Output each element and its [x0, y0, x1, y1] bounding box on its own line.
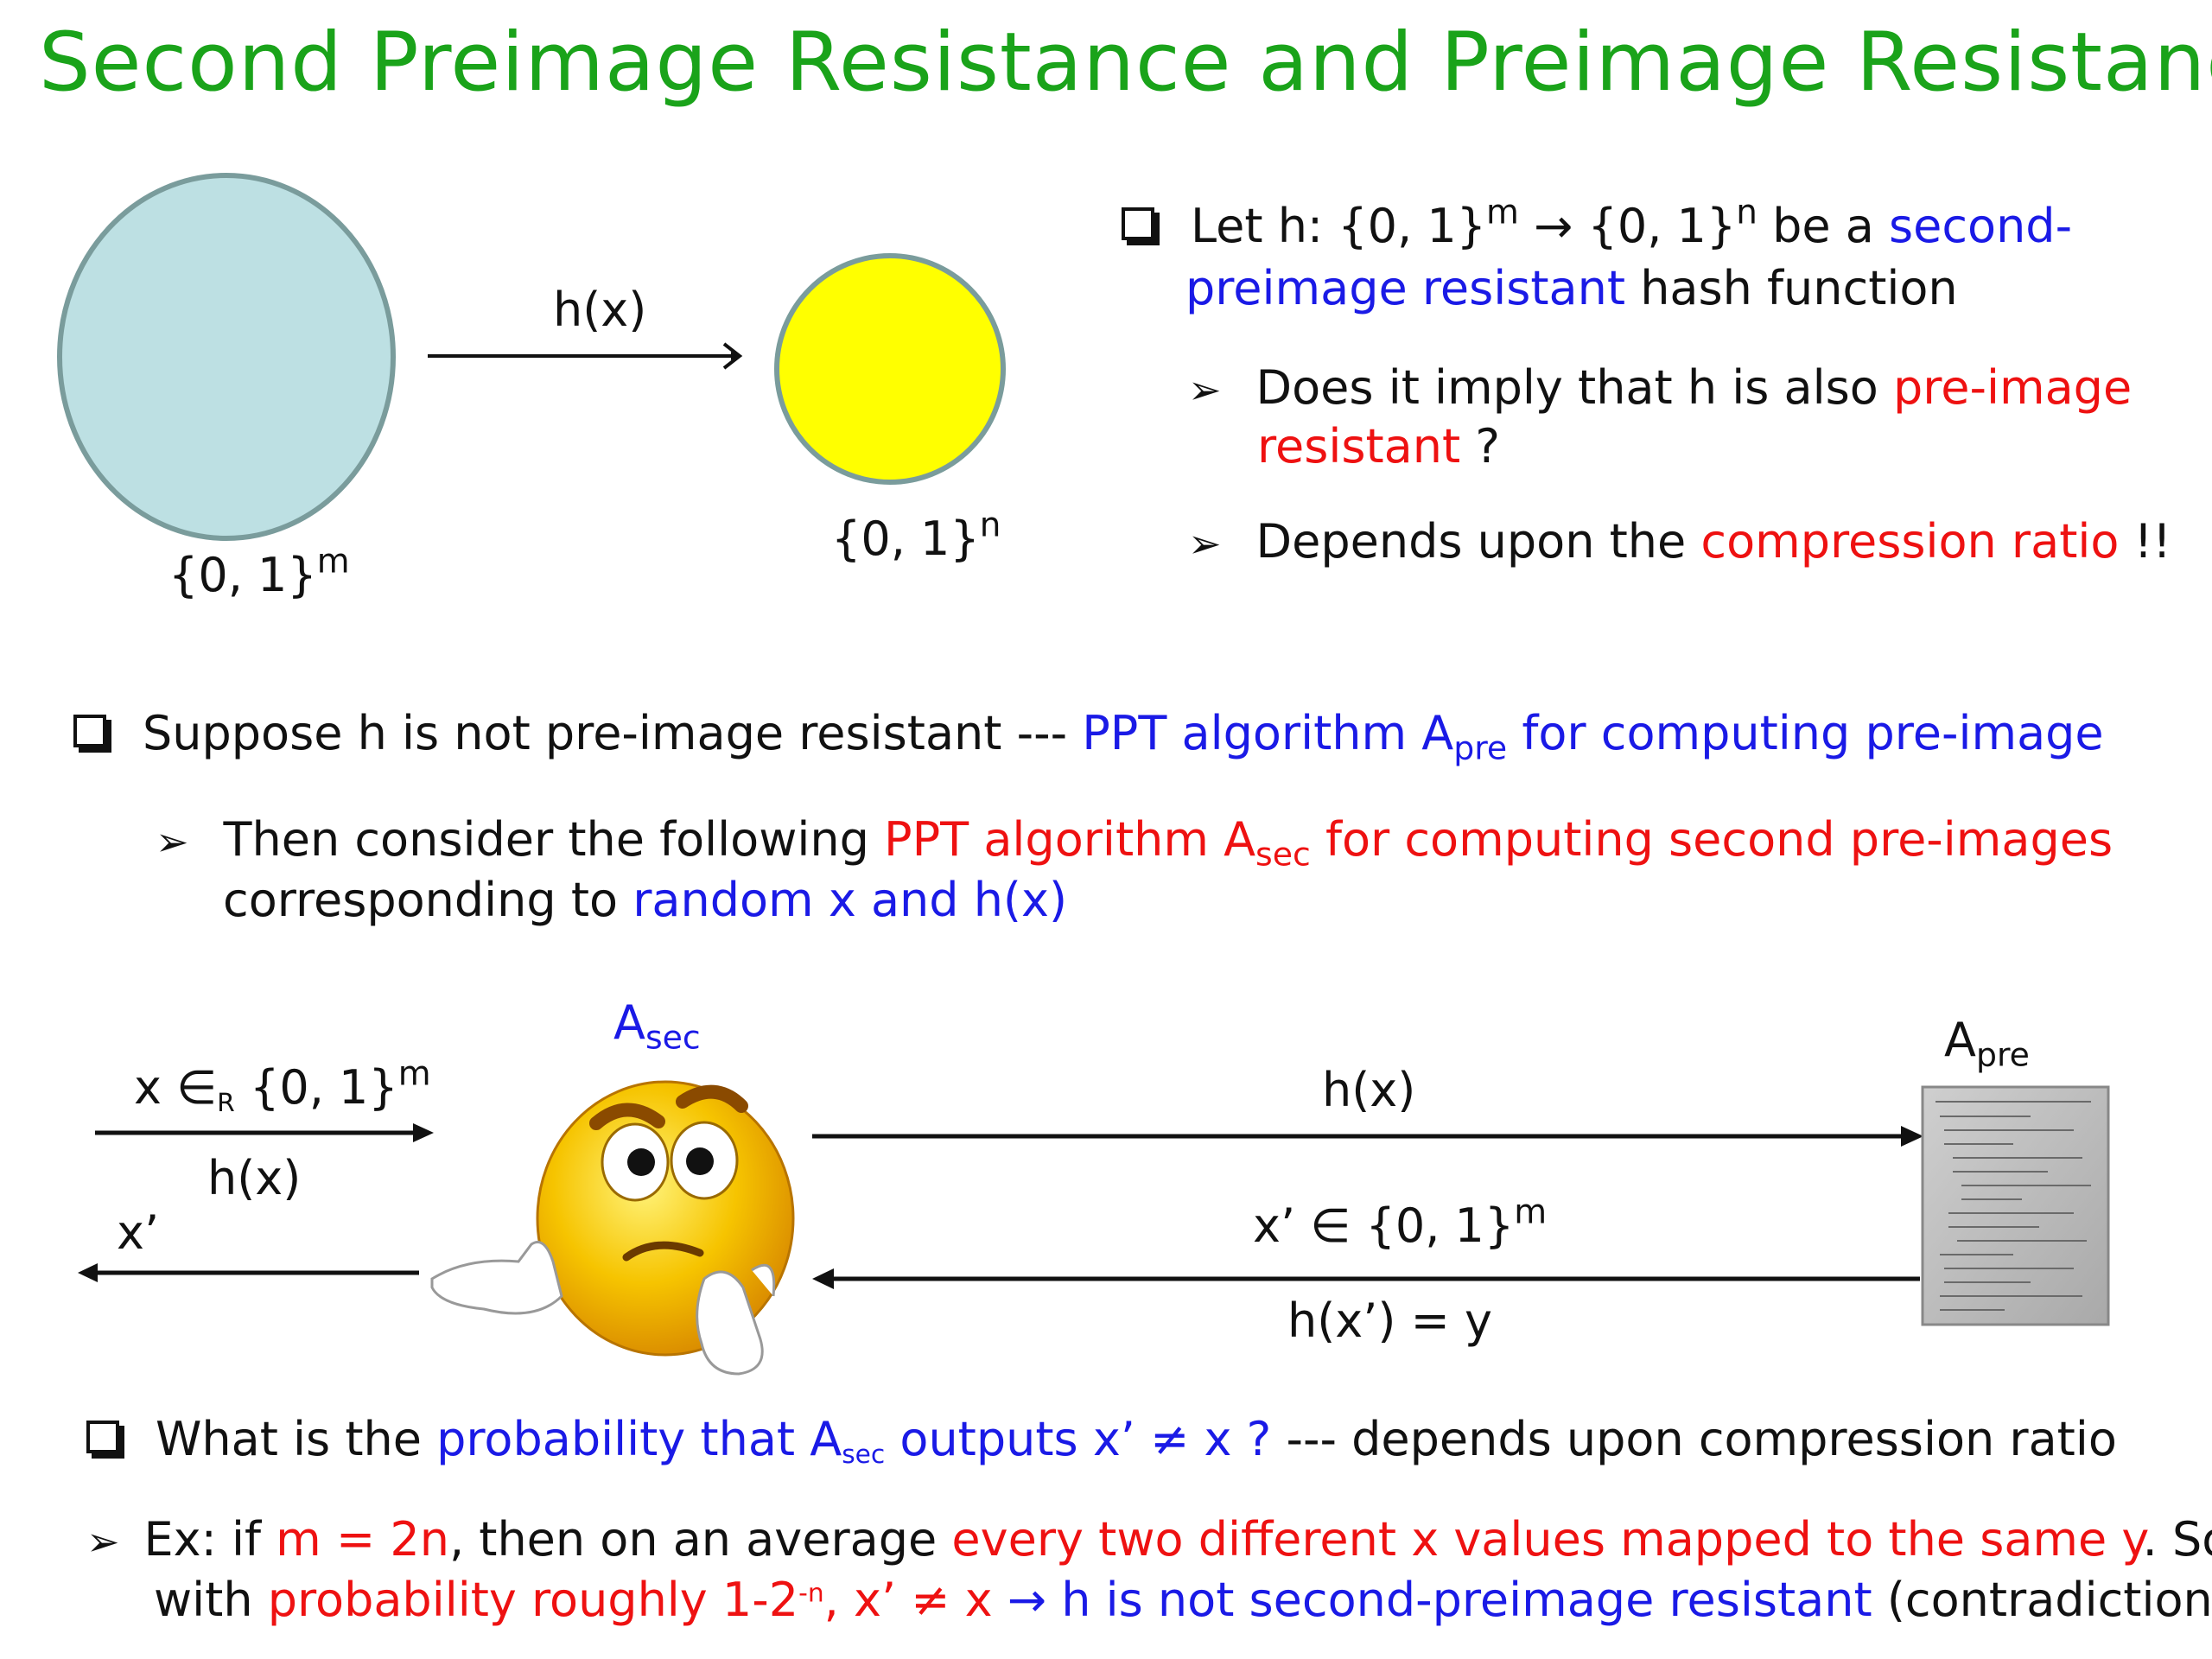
apre-label: Apre [1944, 1013, 2030, 1074]
bullet-1-line2: preimage resistant hash function [1185, 261, 1958, 315]
sub-bullet-1-line2: resistant ? [1257, 419, 1500, 474]
response-h-label: h(x’) = y [1287, 1294, 1493, 1348]
sub-bullet-3-line2: corresponding to random x and h(x) [223, 873, 1068, 927]
map-label: h(x) [553, 283, 647, 337]
response-x-label: x’ ∈ {0, 1}m [1253, 1192, 1548, 1253]
arrow-bullet-icon: ➢ [1188, 366, 1222, 413]
domain-set-circle [57, 173, 396, 541]
slide-title: Second Preimage Resistance and Preimage … [39, 16, 2212, 110]
checkbox-bullet-icon [1122, 207, 1154, 240]
bullet-2: Suppose h is not pre-image resistant ---… [73, 704, 2104, 764]
arrow-bullet-icon: ➢ [86, 1518, 120, 1565]
arrow-bullet-icon: ➢ [1188, 520, 1222, 567]
bullet-1: Let h: {0, 1}m → {0, 1}n be a second- [1122, 196, 2072, 256]
range-label: {0, 1}n [831, 505, 1001, 566]
sub-bullet-2: ➢ Depends upon the compression ratio !! [1188, 514, 2171, 569]
checkbox-bullet-icon [73, 715, 106, 747]
sub-bullet-4: ➢ Ex: if m = 2n, then on an average every… [86, 1512, 2212, 1567]
arrow-bullet-icon: ➢ [156, 818, 189, 865]
input-x-label: x ∈R {0, 1}m [134, 1054, 431, 1118]
algorithm-document-icon [1921, 1085, 2110, 1326]
sub-bullet-3: ➢ Then consider the following PPT algorit… [156, 812, 2113, 874]
protocol-arrows [78, 1123, 1923, 1289]
confused-emoji-icon [430, 1080, 795, 1376]
asec-label: Asec [613, 995, 701, 1057]
range-set-circle [774, 253, 1006, 485]
query-hx-label: h(x) [1322, 1063, 1416, 1117]
domain-label: {0, 1}m [168, 542, 350, 602]
bullet-3: What is the probability that Asec output… [86, 1410, 2117, 1469]
output-x-label: x’ [117, 1205, 160, 1260]
sub-bullet-4-line2: with probability roughly 1-2-n, x’ ≠ x →… [154, 1573, 2212, 1627]
checkbox-bullet-icon [86, 1421, 119, 1453]
sub-bullet-1: ➢ Does it imply that h is also pre-image [1188, 360, 2133, 415]
input-hx-label: h(x) [207, 1151, 302, 1205]
